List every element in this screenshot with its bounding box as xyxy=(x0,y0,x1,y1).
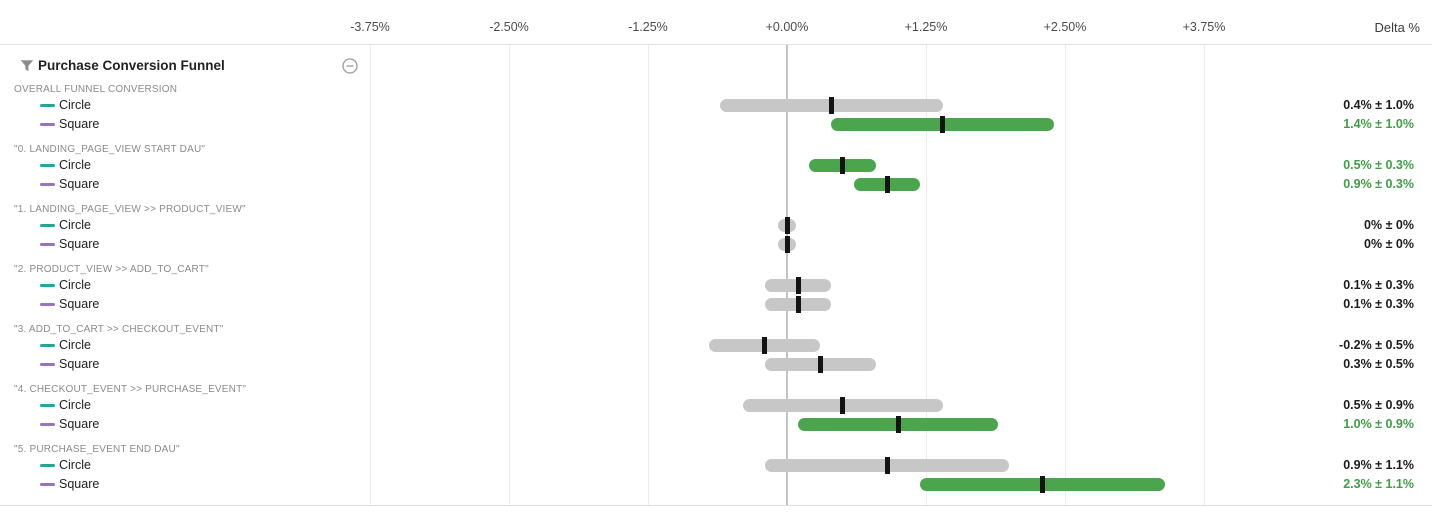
variant-swatch-circle xyxy=(40,403,55,407)
delta-value: 0% ± 0% xyxy=(1364,237,1414,251)
delta-value: 0.9% ± 1.1% xyxy=(1343,458,1414,472)
gridline xyxy=(509,45,510,505)
variant-label: Circle xyxy=(59,98,91,112)
variant-swatch-square xyxy=(40,242,55,246)
minus-circle-icon xyxy=(342,58,358,77)
delta-value: 1.4% ± 1.0% xyxy=(1343,117,1414,131)
variant-label: Circle xyxy=(59,218,91,232)
delta-value: 1.0% ± 0.9% xyxy=(1343,417,1414,431)
axis-tick-label: -3.75% xyxy=(350,20,390,34)
variant-swatch-square xyxy=(40,362,55,366)
point-estimate-tick xyxy=(828,96,834,114)
point-estimate-tick xyxy=(795,295,801,313)
variant-swatch-circle xyxy=(40,343,55,347)
point-estimate-tick xyxy=(840,396,846,414)
chart-top-border xyxy=(0,44,1432,45)
metric-name[interactable]: "2. PRODUCT_VIEW >> ADD_TO_CART" xyxy=(14,264,209,275)
delta-value: 0.9% ± 0.3% xyxy=(1343,177,1414,191)
variant-label: Square xyxy=(59,237,100,251)
metric-name[interactable]: "3. ADD_TO_CART >> CHECKOUT_EVENT" xyxy=(14,324,224,335)
axis-tick-label: +3.75% xyxy=(1182,20,1226,34)
axis-tick-label: +0.00% xyxy=(765,20,809,34)
delta-value: 0.5% ± 0.9% xyxy=(1343,398,1414,412)
point-estimate-tick xyxy=(884,175,890,193)
point-estimate-tick xyxy=(884,456,890,474)
zero-gridline xyxy=(786,45,788,505)
chart-bottom-border xyxy=(0,505,1432,506)
variant-swatch-circle xyxy=(40,223,55,227)
variant-swatch-square xyxy=(40,182,55,186)
variant-swatch-circle xyxy=(40,163,55,167)
funnel-icon xyxy=(20,59,34,78)
delta-value: 0% ± 0% xyxy=(1364,218,1414,232)
point-estimate-tick xyxy=(784,216,790,234)
variant-label: Circle xyxy=(59,398,91,412)
variant-swatch-square xyxy=(40,122,55,126)
point-estimate-tick xyxy=(895,415,901,433)
variant-label: Circle xyxy=(59,278,91,292)
delta-value: 0.4% ± 1.0% xyxy=(1343,98,1414,112)
metric-name[interactable]: "1. LANDING_PAGE_VIEW >> PRODUCT_VIEW" xyxy=(14,204,246,215)
metric-group-title: Purchase Conversion Funnel xyxy=(38,58,225,73)
point-estimate-tick xyxy=(817,355,823,373)
gridline xyxy=(1204,45,1205,505)
gridline xyxy=(648,45,649,505)
gridline xyxy=(1065,45,1066,505)
point-estimate-tick xyxy=(840,156,846,174)
variant-label: Circle xyxy=(59,458,91,472)
variant-label: Square xyxy=(59,117,100,131)
point-estimate-tick xyxy=(784,235,790,253)
point-estimate-tick xyxy=(762,336,768,354)
point-estimate-tick xyxy=(1040,475,1046,493)
variant-label: Square xyxy=(59,417,100,431)
delta-value: 0.1% ± 0.3% xyxy=(1343,297,1414,311)
variant-label: Circle xyxy=(59,158,91,172)
delta-value: 0.5% ± 0.3% xyxy=(1343,158,1414,172)
variant-swatch-circle xyxy=(40,103,55,107)
axis-tick-label: -2.50% xyxy=(489,20,529,34)
gridline xyxy=(926,45,927,505)
delta-value: -0.2% ± 0.5% xyxy=(1339,338,1414,352)
variant-swatch-circle xyxy=(40,463,55,467)
variant-label: Square xyxy=(59,477,100,491)
delta-value: 0.1% ± 0.3% xyxy=(1343,278,1414,292)
delta-value: 0.3% ± 0.5% xyxy=(1343,357,1414,371)
delta-value: 2.3% ± 1.1% xyxy=(1343,477,1414,491)
variant-swatch-square xyxy=(40,422,55,426)
collapse-group-button[interactable] xyxy=(342,58,358,74)
metric-name[interactable]: "0. LANDING_PAGE_VIEW START DAU" xyxy=(14,144,206,155)
axis-tick-label: +2.50% xyxy=(1043,20,1087,34)
axis-unit-label: Delta % xyxy=(1374,20,1420,35)
point-estimate-tick xyxy=(795,276,801,294)
variant-swatch-circle xyxy=(40,283,55,287)
point-estimate-tick xyxy=(940,115,946,133)
variant-label: Square xyxy=(59,357,100,371)
variant-label: Square xyxy=(59,297,100,311)
metric-name[interactable]: "5. PURCHASE_EVENT END DAU" xyxy=(14,444,180,455)
variant-label: Circle xyxy=(59,338,91,352)
variant-swatch-square xyxy=(40,302,55,306)
variant-label: Square xyxy=(59,177,100,191)
variant-swatch-square xyxy=(40,482,55,486)
metric-name[interactable]: OVERALL FUNNEL CONVERSION xyxy=(14,84,178,95)
gridline xyxy=(370,45,371,505)
metric-name[interactable]: "4. CHECKOUT_EVENT >> PURCHASE_EVENT" xyxy=(14,384,247,395)
axis-tick-label: +1.25% xyxy=(904,20,948,34)
axis-tick-label: -1.25% xyxy=(628,20,668,34)
